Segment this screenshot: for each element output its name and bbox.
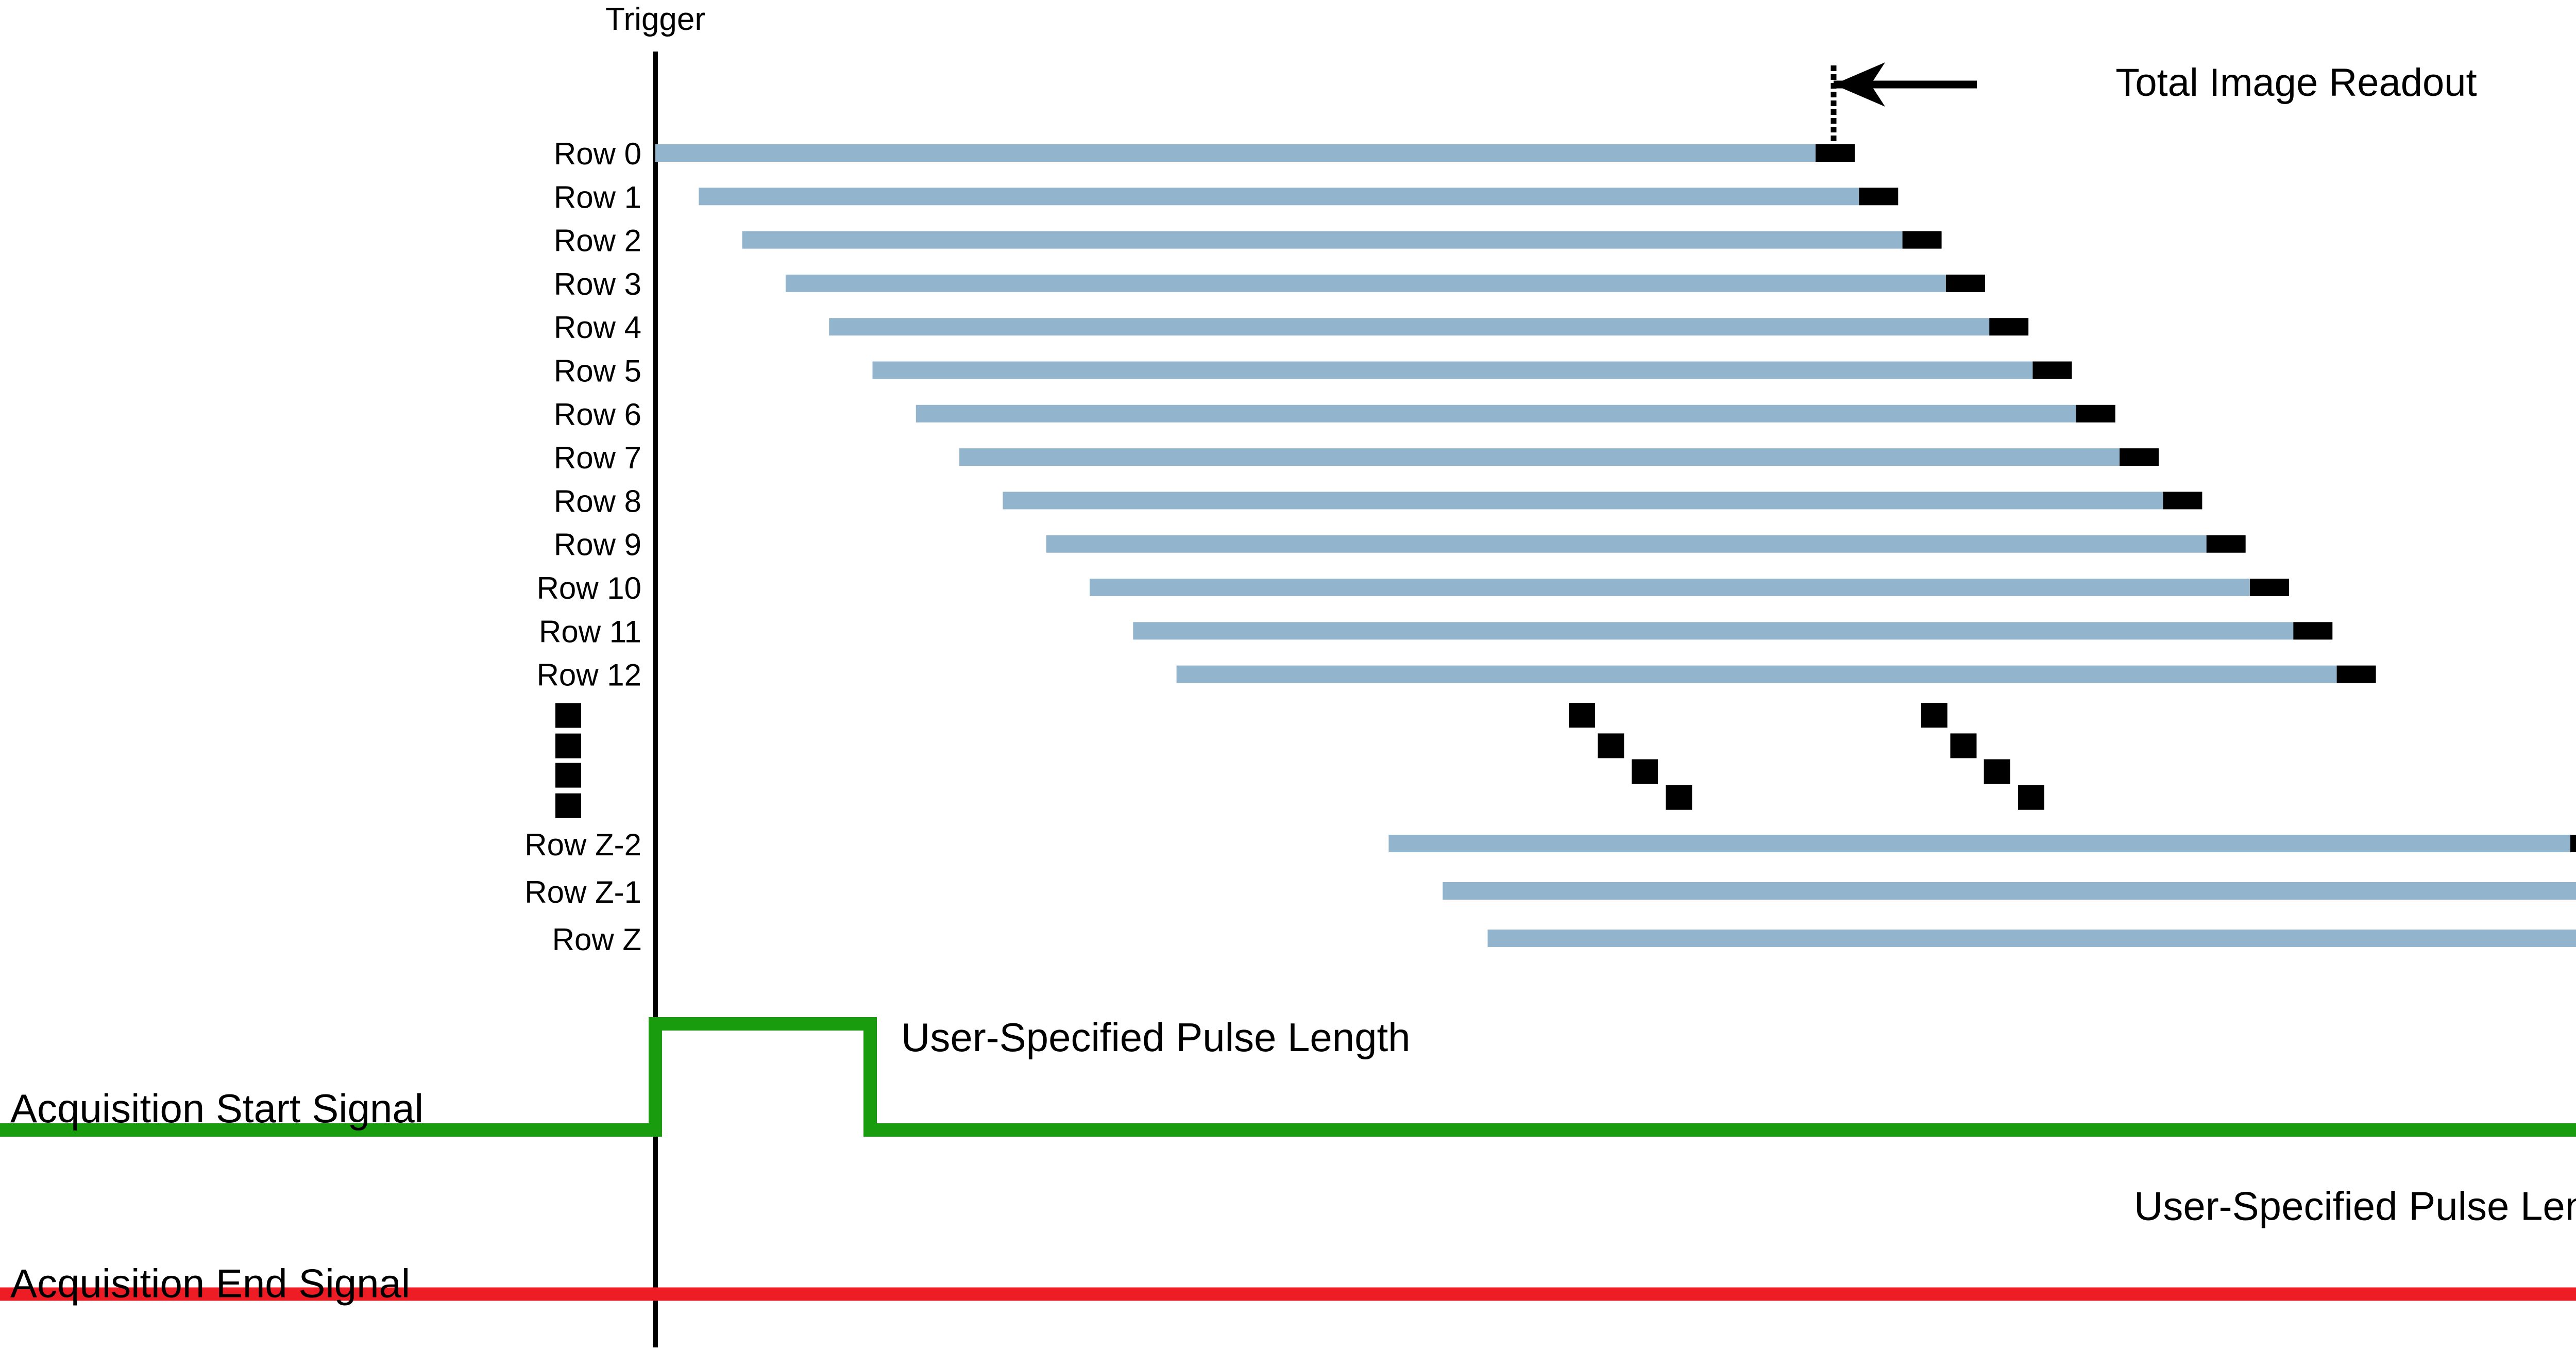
svg-text:Acquisition End Signal: Acquisition End Signal (10, 1261, 410, 1306)
svg-text:Row 8: Row 8 (554, 484, 641, 518)
svg-text:Row 3: Row 3 (554, 267, 641, 301)
svg-text:User-Specified Pulse Length: User-Specified Pulse Length (901, 1015, 1411, 1060)
svg-text:Total Image Readout: Total Image Readout (2115, 61, 2477, 105)
svg-text:Row 1: Row 1 (554, 180, 641, 214)
svg-text:Row 2: Row 2 (554, 224, 641, 258)
svg-text:Acquisition Start Signal: Acquisition Start Signal (10, 1086, 423, 1131)
svg-text:Row 10: Row 10 (537, 571, 641, 605)
svg-text:Row 11: Row 11 (539, 614, 641, 649)
svg-text:Row Z: Row Z (552, 922, 641, 957)
svg-text:Row 12: Row 12 (537, 658, 641, 693)
svg-text:Row 9: Row 9 (554, 528, 641, 562)
svg-text:Row Z-1: Row Z-1 (524, 875, 641, 909)
svg-text:User-Specified Pulse Length: User-Specified Pulse Length (2134, 1184, 2576, 1229)
svg-text:Row 7: Row 7 (554, 441, 641, 475)
svg-text:Trigger: Trigger (605, 2, 705, 37)
svg-text:Row 6: Row 6 (554, 397, 641, 432)
svg-text:Row 5: Row 5 (554, 354, 641, 389)
svg-text:Row Z-2: Row Z-2 (524, 828, 641, 862)
svg-text:Row 0: Row 0 (554, 137, 641, 171)
svg-text:Row 4: Row 4 (554, 310, 641, 345)
